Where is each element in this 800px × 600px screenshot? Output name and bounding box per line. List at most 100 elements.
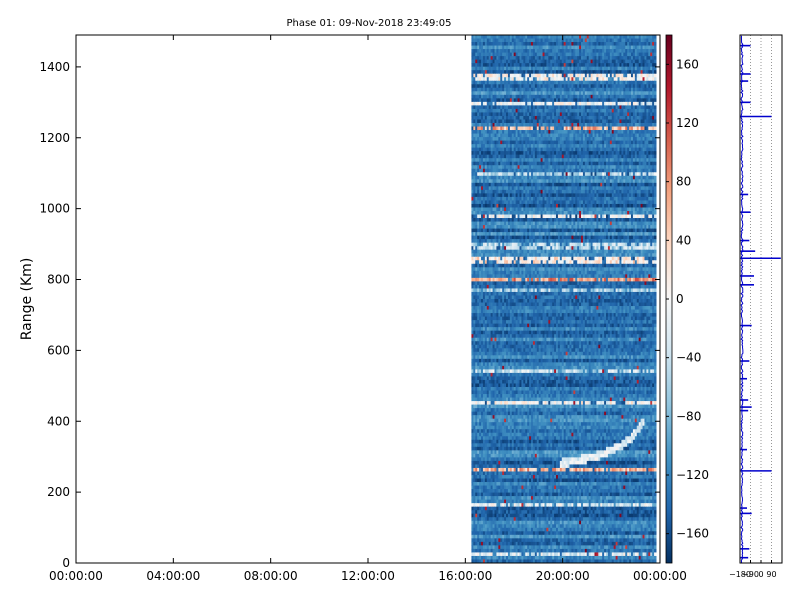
heatmap-cell xyxy=(519,94,522,99)
heatmap-cell xyxy=(579,80,582,85)
heatmap-cell xyxy=(473,84,476,89)
heatmap-cell xyxy=(627,63,630,68)
heatmap-cell xyxy=(611,87,615,92)
heatmap-cell xyxy=(494,66,497,71)
heatmap-cell xyxy=(471,73,474,78)
heatmap-cell xyxy=(579,38,582,43)
heatmap-cell xyxy=(521,84,524,89)
heatmap-cell xyxy=(607,70,611,75)
heatmap-cell xyxy=(596,66,599,71)
heatmap-cell xyxy=(556,94,559,99)
heatmap-cell xyxy=(557,59,561,64)
heatmap-cell xyxy=(586,49,590,54)
heatmap-cell xyxy=(484,94,488,99)
heatmap-cell xyxy=(529,38,532,43)
heatmap-cell xyxy=(559,77,563,82)
heatmap-cell xyxy=(590,59,594,64)
heatmap-cell xyxy=(559,94,563,99)
heatmap-cell xyxy=(527,45,530,50)
heatmap-cell xyxy=(607,52,611,57)
heatmap-cell xyxy=(536,56,540,61)
heatmap-cell xyxy=(517,94,520,99)
heatmap-cell xyxy=(540,59,544,64)
heatmap-cell xyxy=(477,63,480,68)
heatmap-cell xyxy=(563,49,567,54)
heatmap-cell xyxy=(523,70,526,75)
heatmap-cell xyxy=(550,94,553,99)
heatmap-cell xyxy=(473,45,476,50)
heatmap-cell xyxy=(629,80,632,85)
heatmap-cell xyxy=(648,49,651,54)
heatmap-cell xyxy=(531,84,534,89)
heatmap-cell xyxy=(621,73,624,78)
heatmap-cell xyxy=(486,38,490,43)
heatmap-cell xyxy=(482,66,486,71)
heatmap-cell xyxy=(540,80,544,85)
heatmap-cell xyxy=(511,91,515,96)
heatmap-cell xyxy=(554,87,557,92)
heatmap-cell xyxy=(506,87,509,92)
heatmap-cell xyxy=(573,70,576,75)
heatmap-cell xyxy=(538,80,542,85)
heatmap-cell xyxy=(617,38,620,43)
heatmap-cell xyxy=(557,77,561,82)
heatmap-cell xyxy=(623,84,626,89)
heatmap-cell xyxy=(577,63,580,68)
heatmap-cell xyxy=(471,84,474,89)
heatmap-cell xyxy=(619,38,622,43)
heatmap-cell xyxy=(611,38,615,43)
heatmap-cell xyxy=(584,70,588,75)
heatmap-cell xyxy=(536,35,540,40)
heatmap-cell xyxy=(644,49,647,54)
heatmap-cell xyxy=(527,73,530,78)
heatmap-cell xyxy=(559,80,563,85)
heatmap-cell xyxy=(481,52,484,57)
heatmap-cell xyxy=(638,56,642,61)
heatmap-cell xyxy=(621,52,624,57)
heatmap-cell xyxy=(577,35,580,40)
heatmap-cell xyxy=(484,49,488,54)
heatmap-cell xyxy=(488,63,492,68)
heatmap-cell xyxy=(536,87,540,92)
heatmap-cell xyxy=(607,77,611,82)
heatmap-cell xyxy=(550,63,553,68)
heatmap-cell xyxy=(577,91,580,96)
heatmap-cell xyxy=(502,56,505,61)
heatmap-cell xyxy=(559,63,563,68)
heatmap-cell xyxy=(638,42,642,47)
heatmap-cell xyxy=(584,42,588,47)
heatmap-cell xyxy=(561,77,565,82)
heatmap-cell xyxy=(604,80,607,85)
heatmap-cell xyxy=(652,91,655,96)
heatmap-cell xyxy=(492,91,495,96)
heatmap-cell xyxy=(502,70,505,75)
heatmap-cell xyxy=(598,56,601,61)
heatmap-cell xyxy=(548,87,551,92)
heatmap-cell xyxy=(532,77,536,82)
heatmap-cell xyxy=(582,49,586,54)
heatmap-cell xyxy=(561,42,565,47)
heatmap-cell xyxy=(546,91,549,96)
heatmap-cell xyxy=(504,38,507,43)
heatmap-cell xyxy=(507,70,511,75)
heatmap-cell xyxy=(482,73,486,78)
heatmap-cell xyxy=(636,52,640,57)
heatmap-cell xyxy=(504,73,507,78)
heatmap-cell xyxy=(473,38,476,43)
heatmap-cell xyxy=(523,73,526,78)
heatmap-cell xyxy=(540,94,544,99)
heatmap-cell xyxy=(642,77,645,82)
heatmap-cell xyxy=(579,94,582,99)
heatmap-cell xyxy=(484,91,488,96)
heatmap-cell xyxy=(575,45,578,50)
heatmap-cell xyxy=(536,84,540,89)
heatmap-cell xyxy=(654,98,657,103)
heatmap-cell xyxy=(544,91,547,96)
heatmap-cell xyxy=(631,87,634,92)
heatmap-cell xyxy=(600,84,603,89)
heatmap-cell xyxy=(506,35,509,40)
heatmap-cell xyxy=(550,87,553,92)
heatmap-cell xyxy=(498,49,501,54)
heatmap-cell xyxy=(642,59,645,64)
heatmap-cell xyxy=(561,56,565,61)
